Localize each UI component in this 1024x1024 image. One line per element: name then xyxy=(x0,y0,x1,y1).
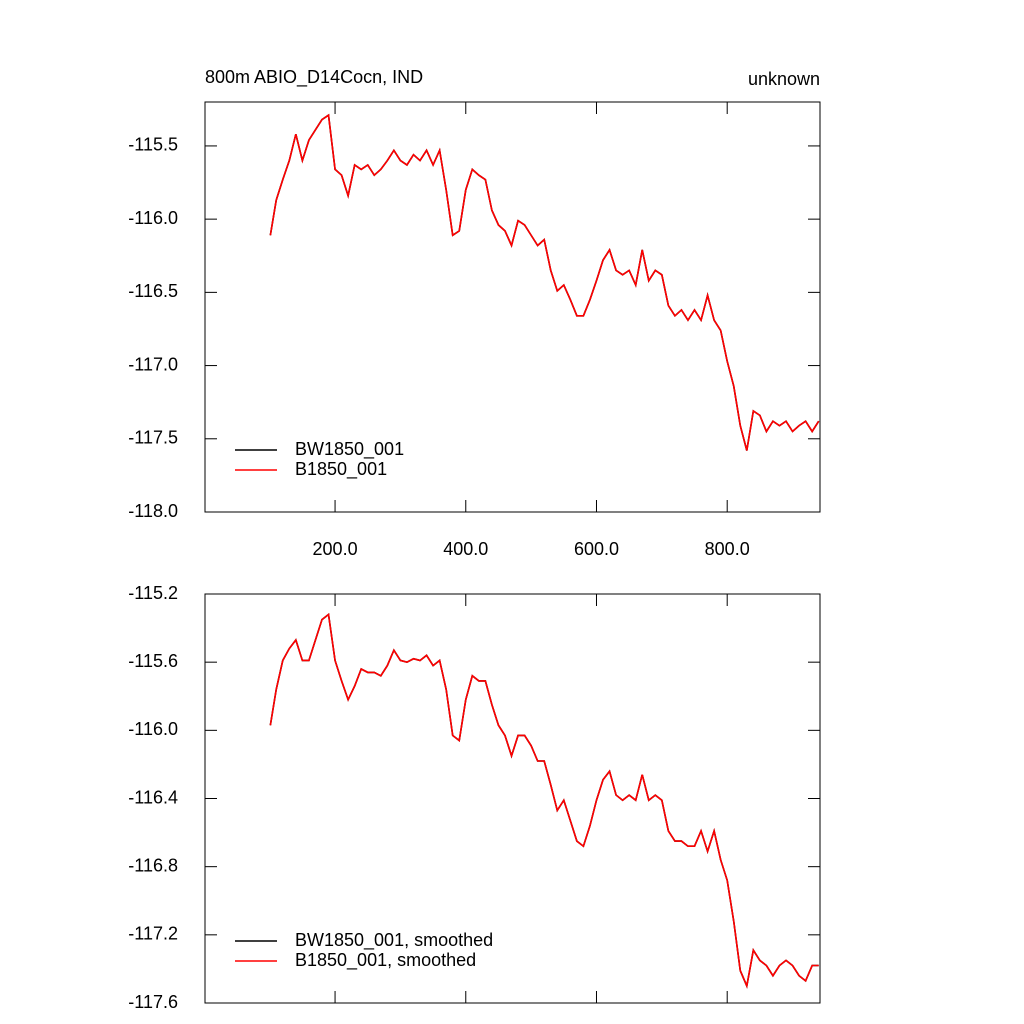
y-tick-label: -117.2 xyxy=(128,924,178,944)
y-tick-label: -117.5 xyxy=(128,428,178,448)
chart-subtitle: unknown xyxy=(748,69,820,89)
legend-label: B1850_001, smoothed xyxy=(295,950,476,971)
y-tick-label: -116.8 xyxy=(128,855,178,875)
y-tick-label: -115.2 xyxy=(128,583,178,603)
data-line xyxy=(269,113,820,451)
chart-title: 800m ABIO_D14Cocn, IND xyxy=(205,67,423,88)
y-tick-label: -117.6 xyxy=(128,992,178,1012)
legend-label: BW1850_001 xyxy=(295,439,404,460)
y-tick-label: -115.5 xyxy=(128,135,178,155)
y-tick-label: -116.5 xyxy=(128,281,178,301)
x-tick-label: 600.0 xyxy=(574,539,619,559)
y-tick-label: -116.0 xyxy=(128,208,178,228)
y-tick-label: -118.0 xyxy=(128,501,178,521)
y-tick-label: -116.4 xyxy=(128,787,178,807)
legend-label: BW1850_001, smoothed xyxy=(295,930,493,951)
y-tick-label: -115.6 xyxy=(128,651,178,671)
x-tick-label: 800.0 xyxy=(705,539,750,559)
legend-label: B1850_001 xyxy=(295,459,387,480)
x-tick-label: 400.0 xyxy=(443,539,488,559)
data-line xyxy=(269,612,819,989)
x-tick-label: 200.0 xyxy=(313,539,358,559)
plot-frame xyxy=(204,101,821,513)
y-tick-label: -117.0 xyxy=(128,354,178,374)
y-tick-label: -116.0 xyxy=(128,719,178,739)
